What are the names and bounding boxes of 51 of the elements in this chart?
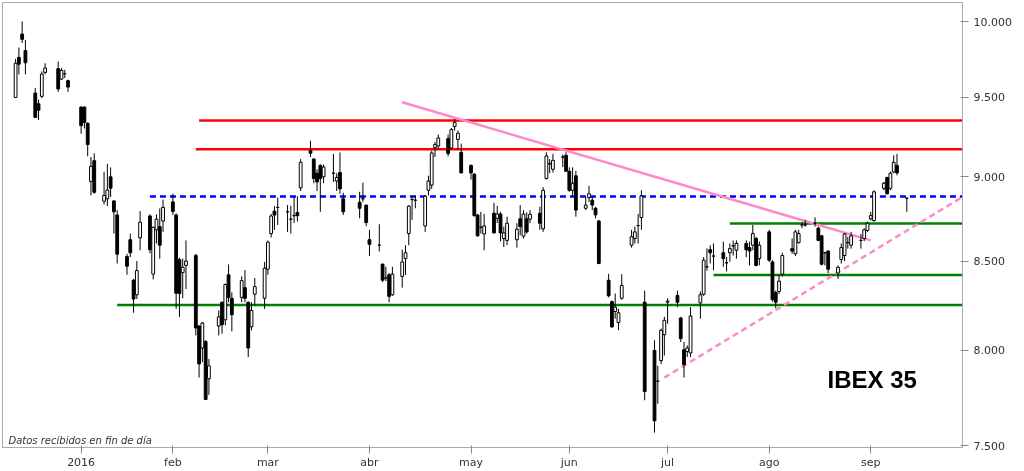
candlestick <box>505 216 509 246</box>
y-tick-label: 9.500 <box>973 91 1005 105</box>
candlestick <box>367 229 372 257</box>
candlestick <box>318 163 323 213</box>
candlestick <box>727 242 732 263</box>
candlestick <box>721 241 726 268</box>
candlestick <box>521 209 526 240</box>
x-tick-label: mar <box>256 455 280 469</box>
candlestick <box>456 130 460 151</box>
candlestick <box>138 210 142 251</box>
candlestick <box>711 242 716 271</box>
x-tick-label: sep <box>861 455 881 469</box>
candlestick <box>757 241 762 266</box>
candlestick <box>364 204 369 227</box>
candlestick <box>341 192 346 216</box>
x-tick-label: 2016 <box>67 455 96 469</box>
x-tick-label: abr <box>360 455 380 469</box>
candlestick <box>524 211 529 235</box>
candlestick <box>619 273 624 301</box>
candlestick <box>826 249 831 274</box>
candlestick <box>482 213 487 251</box>
candlestick <box>734 239 739 260</box>
candlestick <box>400 249 405 289</box>
text: IBEX 35 <box>827 365 917 393</box>
candlestick <box>678 316 683 343</box>
candlestick <box>551 153 555 174</box>
candlestick <box>357 191 362 219</box>
candlestick <box>252 277 257 307</box>
x-tick-label: jul <box>660 455 675 469</box>
y-tick-label: 8.000 <box>973 344 1005 358</box>
candlestick <box>20 21 25 44</box>
x-tick-label: jun <box>559 455 578 469</box>
candlestick <box>842 232 847 262</box>
candlestick <box>836 264 840 280</box>
candlestick <box>544 151 549 181</box>
candlestick <box>105 163 110 207</box>
candlestick <box>243 269 247 303</box>
x-tick-label: may <box>459 455 484 469</box>
candlestick <box>321 163 326 184</box>
candlestick <box>459 143 464 174</box>
x-tick-label: ago <box>758 455 780 469</box>
y-tick-label: 10.000 <box>973 15 1012 29</box>
candlestick <box>606 273 611 298</box>
candlestick <box>23 39 28 75</box>
y-tick-label: 7.500 <box>973 439 1005 453</box>
candlestick <box>780 252 785 277</box>
y-tick-label: 8.500 <box>973 255 1005 269</box>
x-tick-label: feb <box>164 455 182 469</box>
candlestick <box>295 195 300 223</box>
y-tick-label: 9.000 <box>973 170 1005 184</box>
annotation: Datos recibidos en fin de día <box>8 434 152 446</box>
